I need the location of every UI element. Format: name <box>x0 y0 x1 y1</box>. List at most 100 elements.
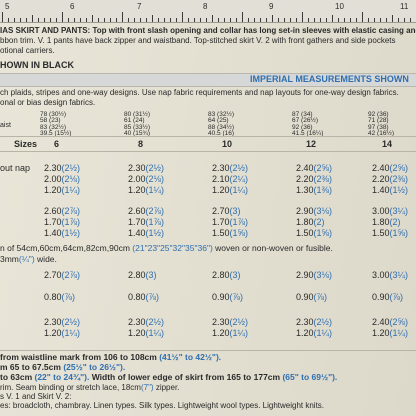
imperial-value: (2⅛) <box>145 174 165 184</box>
without-nap-label: out nap <box>0 163 31 173</box>
ruler-tick <box>62 12 63 22</box>
footer-l4-imperial: (7") <box>140 383 154 392</box>
ruler-number: 10 <box>335 2 344 11</box>
yardage-cell: 2.20(2⅜) <box>296 175 332 184</box>
ruler-tick <box>38 18 39 22</box>
metric-value: 2.20 <box>296 174 314 184</box>
divider <box>0 136 416 137</box>
measurement-value: 83 (32½) <box>208 111 235 118</box>
yardage-cell: 1.20(1¼) <box>372 329 408 338</box>
yardage-cell: 1.20(1¼) <box>128 329 164 338</box>
yardage-cell: 1.20(1¼) <box>212 329 248 338</box>
ruler-tick <box>326 18 327 22</box>
metric-value: 0.90 <box>296 292 314 302</box>
metric-value: 2.40 <box>296 163 314 173</box>
ruler-tick <box>248 18 249 22</box>
imperial-value: (1⅝) <box>389 228 409 238</box>
ruler-tick <box>344 18 345 22</box>
metric-value: 2.10 <box>212 174 230 184</box>
ruler-tick <box>194 18 195 22</box>
imperial-value: (⅞) <box>61 292 76 302</box>
yardage-cell: 2.60(2⅞) <box>128 207 164 216</box>
metric-value: 1.80 <box>372 217 390 227</box>
ruler-tick <box>92 15 93 22</box>
measurement-value: 61 (24) <box>124 117 145 125</box>
ruler-tick <box>116 18 117 22</box>
ruler-tick <box>158 18 159 22</box>
ruler-tick <box>164 18 165 22</box>
metric-value: 3.00 <box>372 206 390 216</box>
ruler-tick <box>236 18 237 22</box>
ruler-tick <box>410 18 411 22</box>
intro-line-1: IAS SKIRT AND PANTS: Top with front slas… <box>0 26 416 35</box>
footer-line-4: rim. Seam binding or stretch lace, 18cm(… <box>0 383 179 392</box>
size-header: 14 <box>382 139 393 149</box>
yardage-cell: 1.80(2) <box>372 218 401 227</box>
imperial-value: (1¼) <box>145 328 165 338</box>
metric-value: 2.40 <box>372 163 390 173</box>
ruler-tick <box>362 12 363 22</box>
yardage-cell: 1.70(1⅞) <box>212 218 248 227</box>
imperial-value: (⅞) <box>229 292 244 302</box>
ruler-tick <box>350 18 351 22</box>
measurement-value: 71 (28) <box>368 117 389 125</box>
measure-label: aist <box>0 122 11 129</box>
imperial-value: (2⅝) <box>389 317 409 327</box>
ruler-tick <box>218 18 219 22</box>
imperial-value: (1¼) <box>61 185 81 195</box>
yardage-cell: 2.00(2⅛) <box>128 175 164 184</box>
metric-value: 1.20 <box>212 328 230 338</box>
yardage-cell: 0.80(⅞) <box>44 293 75 302</box>
imperial-value: (2⅞) <box>61 270 81 280</box>
imperial-value: (1⅞) <box>229 217 249 227</box>
measurement-value: 83 (32½) <box>40 123 67 131</box>
yardage-cell: 2.30(2½) <box>128 164 164 173</box>
imperial-value: (1⅞) <box>61 217 81 227</box>
metric-value: 2.30 <box>212 163 230 173</box>
ruler-tick <box>314 18 315 22</box>
ruler-tick <box>140 18 141 22</box>
ruler-tick <box>32 15 33 22</box>
imperial-value: (1¼) <box>389 328 409 338</box>
yardage-cell: 3.00(3¼) <box>372 207 408 216</box>
metric-value: 2.20 <box>372 174 390 184</box>
ruler-tick <box>56 18 57 22</box>
ruler-tick <box>2 12 3 22</box>
footer-line-6: es: broadcloth, chambray. Linen types. S… <box>0 401 325 410</box>
ruler-number: 8 <box>203 2 208 11</box>
measurement-value: 78 (30½) <box>40 111 67 118</box>
size-header: 10 <box>222 139 233 149</box>
imperial-value: (1⅝) <box>313 228 333 238</box>
metric-value: 2.30 <box>44 163 62 173</box>
imperial-value: (2⅜) <box>389 174 409 184</box>
metric-value: 1.20 <box>44 185 62 195</box>
yardage-cell: 1.40(1½) <box>44 229 80 238</box>
ruler-tick <box>368 18 369 22</box>
footer-l3-width: Width of lower edge of skirt from 165 to… <box>91 372 281 382</box>
imperial-value: (2½) <box>145 163 165 173</box>
footer-l3-width-imperial: (65" to 69½"). <box>282 372 338 382</box>
ruler-tick <box>302 12 303 22</box>
imperial-value: (3⅛) <box>313 270 333 280</box>
ruler-tick <box>152 15 153 22</box>
imperial-value: (1¼) <box>313 328 333 338</box>
ruler-number: 7 <box>137 2 142 11</box>
ruler-tick <box>8 18 9 22</box>
ruler-number: 9 <box>269 2 274 11</box>
imperial-value: (1½) <box>61 228 81 238</box>
measuring-ruler: 5 6 7 8 9 10 11 <box>0 0 416 23</box>
size-header: 8 <box>138 139 144 149</box>
measurement-value: 40.5 (16) <box>208 129 235 137</box>
metric-value: 2.00 <box>44 174 62 184</box>
yardage-cell: 1.40(1½) <box>128 229 164 238</box>
measurement-value: 67 (26½) <box>292 117 319 125</box>
footer-l1-imperial: (41½" to 42½"). <box>159 352 222 362</box>
imperial-value: (1⅞) <box>145 217 165 227</box>
imperial-value: (⅞) <box>389 292 404 302</box>
yardage-cell: 1.50(1⅝) <box>372 229 408 238</box>
sizes-label: Sizes <box>14 139 38 149</box>
imperial-value: (1¼) <box>145 185 165 195</box>
imperial-value: (3¼) <box>389 270 409 280</box>
metric-value: 2.40 <box>372 317 390 327</box>
footer-line-5: s V. 1 and Skirt V. 2: <box>0 392 72 401</box>
